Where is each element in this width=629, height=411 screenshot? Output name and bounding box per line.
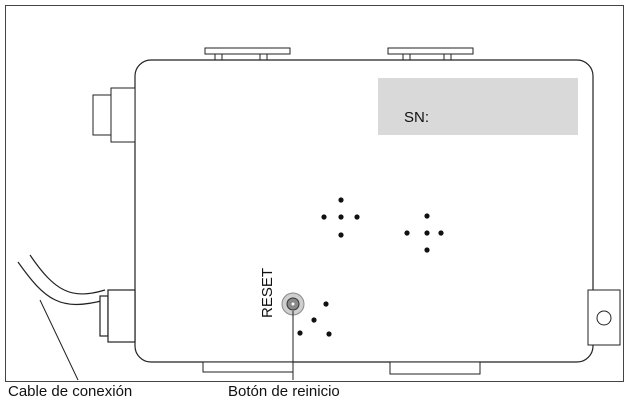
cable-label: Cable de conexión [8,383,132,400]
serial-label: SN: [404,109,429,126]
button-label: Botón de reinicio [228,383,340,400]
leader-line [39,299,79,381]
side-connector [92,87,136,143]
mount-tab [587,289,621,346]
reset-label: RESET [259,268,276,318]
cable [17,254,136,343]
bottom-clips [202,361,481,375]
serial-label-area [378,78,578,135]
device-body [134,59,594,363]
vent-holes [297,197,444,337]
